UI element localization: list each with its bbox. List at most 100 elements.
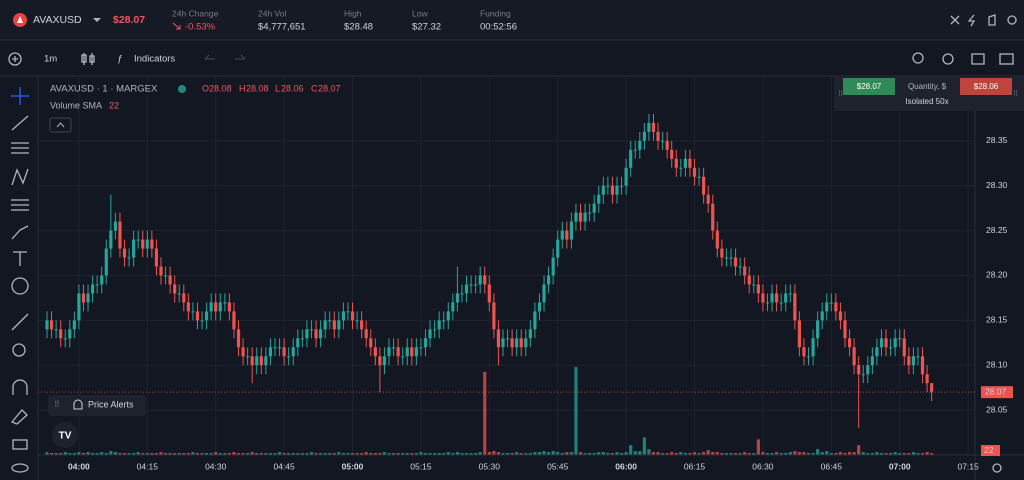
stat-label: Funding — [480, 8, 511, 18]
volume-bar — [583, 453, 587, 455]
candle-body — [45, 320, 49, 330]
candle-body — [159, 266, 163, 276]
collapse-button[interactable] — [49, 117, 72, 133]
interval-button[interactable]: 1m — [44, 54, 57, 65]
margin-mode[interactable]: Isolated 50x — [905, 97, 948, 106]
quantity-input[interactable]: Quantity, $ — [908, 82, 947, 91]
lock-drawing-tool[interactable] — [10, 409, 28, 425]
fib-tool[interactable] — [11, 142, 29, 154]
candle-body — [460, 293, 464, 295]
candle-body — [624, 167, 628, 186]
candle-body — [419, 347, 423, 349]
toolbar-right-icons — [912, 52, 1014, 65]
x-tick-label: 06:30 — [752, 461, 774, 471]
axis-settings[interactable] — [992, 463, 1002, 473]
volume-bar — [624, 452, 628, 455]
measure-tool[interactable] — [11, 313, 29, 331]
redo-icon[interactable] — [235, 54, 246, 60]
x-tick-label: 04:45 — [273, 461, 295, 471]
magnet-tool[interactable] — [12, 379, 28, 395]
volume-bar — [113, 452, 117, 455]
search-icon[interactable] — [912, 52, 924, 64]
candle-body — [857, 365, 861, 375]
volume-bar — [355, 453, 359, 455]
symbol[interactable]: AVAXUSD — [33, 14, 82, 26]
candle-body — [277, 347, 282, 349]
drag-handle[interactable]: ⠿ — [54, 400, 60, 409]
alert-icon[interactable] — [988, 14, 996, 26]
volume-bar — [838, 452, 843, 455]
candle-body — [232, 311, 236, 330]
crosshair-tool[interactable] — [11, 87, 29, 105]
y-tick-label: 28.35 — [986, 135, 1008, 145]
legend-symbol: AVAXUSD · 1 · MARGEX — [50, 84, 158, 95]
camera-icon[interactable] — [999, 53, 1014, 65]
candle-body — [852, 347, 856, 366]
candle-body — [405, 347, 409, 357]
candle-body — [597, 194, 601, 204]
visibility-tool[interactable] — [11, 463, 29, 473]
candle-body — [501, 338, 505, 348]
add-icon[interactable] — [8, 52, 22, 66]
price-alerts-button[interactable] — [48, 395, 146, 416]
volume-bar — [419, 452, 423, 455]
volume-bar — [328, 453, 332, 455]
undo-icon[interactable] — [204, 54, 215, 60]
flash-icon[interactable] — [967, 14, 976, 27]
volume-bar — [592, 453, 596, 455]
candle-body — [537, 302, 542, 312]
volume-bar — [797, 452, 801, 455]
sell-price[interactable]: $28.06 — [974, 82, 999, 91]
header-icons — [950, 14, 1017, 27]
price-alerts-label[interactable]: Price Alerts — [88, 399, 134, 409]
buy-button[interactable] — [843, 78, 895, 95]
bell-icon[interactable] — [73, 399, 83, 410]
indicators-icon[interactable]: ƒ — [117, 54, 122, 65]
text-tool[interactable] — [13, 251, 27, 266]
projection-tool[interactable] — [11, 199, 29, 211]
pattern-tool[interactable] — [11, 168, 29, 186]
candle-body — [442, 320, 446, 322]
candle-body — [487, 284, 491, 303]
candle-body — [113, 221, 117, 231]
brush-tool[interactable] — [11, 225, 29, 240]
candle-body — [241, 347, 245, 357]
fullscreen-icon[interactable] — [950, 15, 960, 25]
candle-body — [556, 239, 560, 258]
volume-bar — [898, 453, 902, 455]
indicators-button[interactable]: Indicators — [134, 54, 175, 65]
volume-bar — [542, 451, 546, 455]
zoom-tool[interactable] — [12, 343, 26, 357]
chart-type-icon[interactable] — [89, 55, 95, 63]
volume-bar — [793, 451, 797, 455]
candle-body — [601, 185, 605, 195]
fullscreen-icon[interactable] — [971, 53, 985, 65]
stat-label: High — [344, 8, 362, 18]
trend-line-tool[interactable] — [11, 115, 29, 131]
candle-body — [186, 302, 190, 312]
symbol-dropdown[interactable] — [93, 18, 101, 22]
candle-body — [588, 212, 592, 214]
candle-body — [478, 275, 482, 285]
drag-handle[interactable]: ⠿ — [1013, 90, 1018, 98]
add-icon-plus[interactable] — [12, 56, 18, 62]
lock-tool[interactable] — [12, 439, 28, 450]
settings-icon[interactable] — [942, 53, 954, 65]
volume-bar — [401, 453, 405, 455]
chart-type-icon[interactable] — [81, 54, 87, 63]
sell-button[interactable] — [960, 78, 1012, 95]
buy-price[interactable]: $28.07 — [857, 82, 882, 91]
volume-bar — [309, 452, 314, 455]
drag-handle[interactable]: ⠿ — [838, 90, 843, 98]
volume-bar — [642, 437, 646, 455]
emoji-tool[interactable] — [11, 277, 29, 295]
volume-bar — [332, 453, 336, 455]
volume-bar — [81, 453, 86, 455]
settings-icon[interactable] — [1007, 15, 1017, 25]
candle-body — [775, 293, 779, 303]
collapse-icon[interactable] — [56, 122, 65, 128]
volume-bar — [154, 453, 159, 455]
volume-bar — [109, 451, 113, 455]
volume-bar — [410, 453, 414, 455]
candle-body — [437, 320, 441, 330]
